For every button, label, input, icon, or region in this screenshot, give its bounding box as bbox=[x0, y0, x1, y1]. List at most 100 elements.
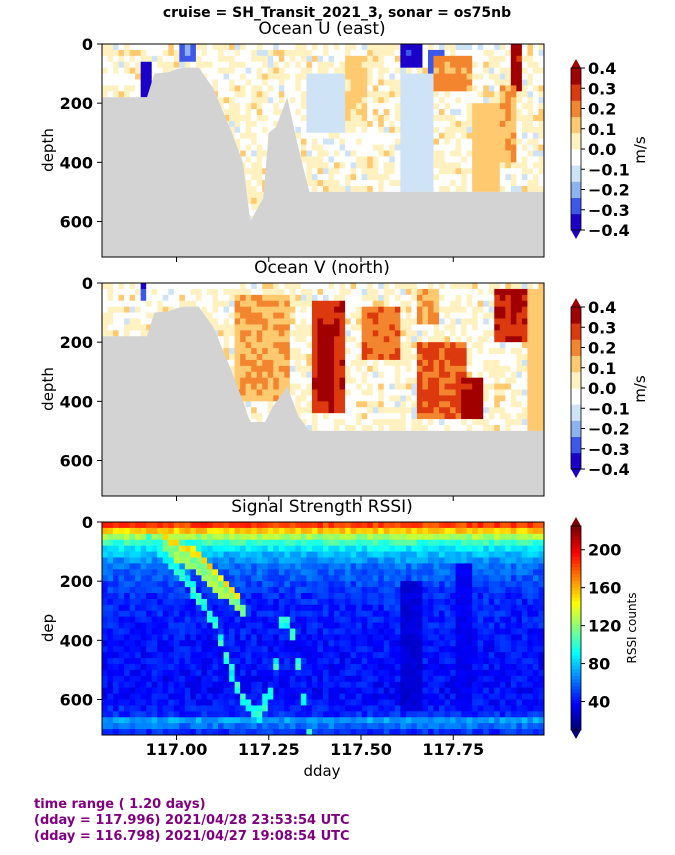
heatmap-cell bbox=[494, 55, 501, 63]
heatmap-cell bbox=[135, 294, 142, 302]
heatmap-cell bbox=[267, 97, 274, 104]
heatmap-cell bbox=[323, 377, 330, 385]
heatmap-cell bbox=[538, 73, 544, 81]
heatmap-cell bbox=[328, 288, 335, 296]
heatmap-cell bbox=[477, 120, 484, 128]
heatmap-cell bbox=[389, 126, 396, 134]
heatmap-cell bbox=[124, 324, 131, 331]
heatmap-cell bbox=[455, 144, 462, 152]
heatmap-cell bbox=[394, 401, 401, 408]
heatmap-cell bbox=[372, 306, 379, 314]
heatmap-cell bbox=[251, 44, 258, 51]
heatmap-cell bbox=[317, 365, 324, 373]
heatmap-cell bbox=[383, 371, 390, 379]
heatmap-cell bbox=[245, 132, 252, 140]
heatmap-cell bbox=[245, 348, 252, 355]
heatmap-cell bbox=[405, 138, 412, 146]
heatmap-cell bbox=[394, 156, 401, 163]
heatmap-cell bbox=[350, 162, 357, 169]
heatmap-cell bbox=[378, 115, 385, 122]
heatmap-cell bbox=[405, 180, 412, 187]
heatmap-cell bbox=[494, 120, 501, 128]
heatmap-cell bbox=[532, 44, 540, 51]
heatmap-cell bbox=[416, 156, 424, 163]
heatmap-cell bbox=[256, 288, 263, 296]
heatmap-cell bbox=[433, 168, 440, 175]
heatmap-cell bbox=[350, 306, 357, 314]
heatmap-cell bbox=[328, 389, 335, 397]
heatmap-cell bbox=[334, 300, 341, 308]
heatmap-cell bbox=[411, 336, 418, 343]
heatmap-cell bbox=[538, 97, 544, 104]
heatmap-cell bbox=[383, 419, 390, 426]
heatmap-cell bbox=[223, 109, 230, 116]
heatmap-cell bbox=[300, 61, 308, 69]
heatmap-cell bbox=[306, 150, 313, 158]
heatmap-cell bbox=[400, 330, 407, 337]
heatmap-cell bbox=[400, 49, 407, 57]
heatmap-cell bbox=[140, 55, 147, 63]
heatmap-cell bbox=[339, 132, 346, 140]
heatmap-cell bbox=[450, 156, 457, 163]
y-tick-label: 200 bbox=[60, 94, 93, 113]
heatmap-cell bbox=[345, 103, 352, 110]
heatmap-cell bbox=[311, 174, 319, 181]
heatmap-cell bbox=[300, 288, 308, 296]
heatmap-cell bbox=[361, 383, 368, 391]
heatmap-cell bbox=[367, 55, 374, 63]
heatmap-cell bbox=[262, 330, 269, 337]
heatmap-cell bbox=[306, 371, 313, 379]
heatmap-cell bbox=[367, 132, 374, 140]
heatmap-cell bbox=[212, 300, 219, 308]
heatmap-cell bbox=[538, 186, 544, 193]
heatmap-cell bbox=[411, 174, 418, 181]
heatmap-cell bbox=[505, 91, 512, 98]
heatmap-cell bbox=[135, 330, 142, 337]
heatmap-cell bbox=[356, 55, 363, 63]
heatmap-cell bbox=[389, 73, 396, 81]
heatmap-cell bbox=[367, 354, 374, 361]
heatmap-cell bbox=[146, 294, 153, 302]
heatmap-cell bbox=[300, 283, 308, 290]
heatmap-cell bbox=[334, 79, 341, 87]
heatmap-cell bbox=[334, 413, 341, 420]
heatmap-cell bbox=[118, 49, 125, 57]
heatmap-cell bbox=[527, 115, 534, 122]
heatmap-cell bbox=[372, 383, 379, 391]
heatmap-cell bbox=[345, 348, 352, 355]
heatmap-cell bbox=[334, 354, 341, 361]
heatmap-cell bbox=[300, 67, 308, 75]
heatmap-cell bbox=[311, 336, 319, 343]
heatmap-cell bbox=[461, 162, 468, 169]
heatmap-cell bbox=[416, 103, 424, 110]
heatmap-cell bbox=[372, 126, 379, 134]
heatmap-cell bbox=[538, 126, 544, 134]
heatmap-cell bbox=[328, 44, 335, 51]
heatmap-cell bbox=[306, 91, 313, 98]
heatmap-cell bbox=[206, 55, 214, 63]
heatmap-cell bbox=[394, 138, 401, 146]
heatmap-cell bbox=[411, 132, 418, 140]
heatmap-cell bbox=[510, 120, 517, 128]
heatmap-cell bbox=[323, 103, 330, 110]
heatmap-cell bbox=[300, 318, 308, 326]
heatmap-cell bbox=[113, 67, 120, 75]
heatmap-cell bbox=[179, 55, 186, 63]
heatmap-cell bbox=[400, 85, 407, 92]
heatmap-cell bbox=[229, 300, 236, 308]
heatmap-cell bbox=[113, 294, 120, 302]
heatmap-cell bbox=[328, 91, 335, 98]
heatmap-cell bbox=[389, 109, 396, 116]
heatmap-cell bbox=[334, 383, 341, 391]
heatmap-cell bbox=[455, 150, 462, 158]
heatmap-cell bbox=[311, 348, 319, 355]
heatmap-cell bbox=[521, 126, 529, 134]
heatmap-cell bbox=[295, 324, 302, 331]
heatmap-cell bbox=[400, 288, 407, 296]
heatmap-cell bbox=[372, 115, 379, 122]
heatmap-cell bbox=[411, 55, 418, 63]
heatmap-cell bbox=[499, 91, 506, 98]
heatmap-cell bbox=[245, 330, 252, 337]
heatmap-cell bbox=[339, 348, 346, 355]
